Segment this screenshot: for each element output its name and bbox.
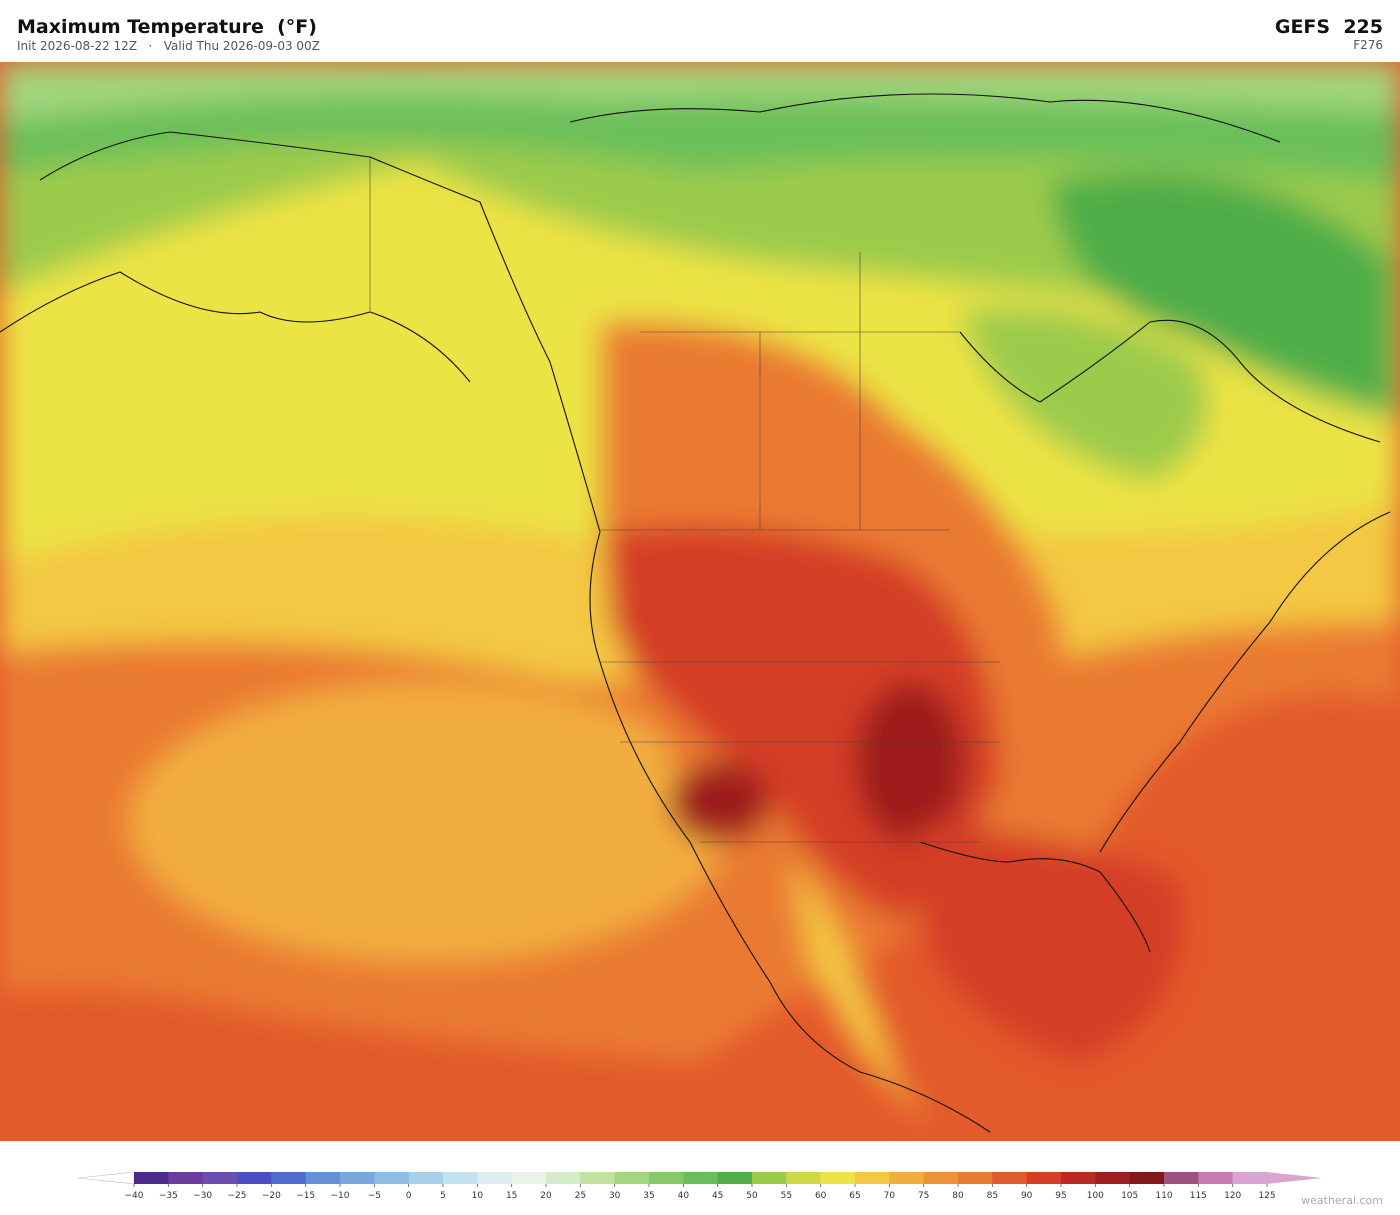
over-triangle bbox=[1267, 1172, 1322, 1184]
color-bin bbox=[340, 1172, 375, 1184]
color-bin bbox=[820, 1172, 856, 1184]
colorbar: −40 −35 −30 −25 −20 −15 −10 −5 0 5 10 15 20 25 30 35 40 4… bbox=[77, 1171, 1322, 1201]
tick-label: 120 bbox=[1224, 1191, 1241, 1201]
color-bin bbox=[1164, 1172, 1199, 1184]
color-bin bbox=[1095, 1172, 1131, 1184]
color-bin bbox=[1129, 1172, 1165, 1184]
color-bin bbox=[305, 1172, 341, 1184]
color-bin bbox=[580, 1172, 616, 1184]
tick-label: 15 bbox=[506, 1191, 517, 1201]
tick-label: 65 bbox=[849, 1191, 860, 1201]
tick-label: 100 bbox=[1087, 1191, 1104, 1201]
tick-label: 40 bbox=[678, 1191, 690, 1201]
forecast-hour: F276 bbox=[1353, 38, 1383, 52]
tick-label: 55 bbox=[781, 1191, 792, 1201]
tick-label: 30 bbox=[609, 1191, 621, 1201]
subtitle: Init 2026-08-22 12Z · Valid Thu 2026-09-… bbox=[17, 39, 320, 53]
tick-label: 110 bbox=[1155, 1191, 1172, 1201]
init: Init 2026-08-22 12Z bbox=[17, 39, 138, 53]
tick-label: 10 bbox=[472, 1191, 484, 1201]
color-bin bbox=[511, 1172, 547, 1184]
tick-label: 20 bbox=[540, 1191, 552, 1201]
tick-label: 90 bbox=[1021, 1191, 1033, 1201]
under-triangle bbox=[77, 1171, 135, 1185]
color-bin bbox=[408, 1172, 444, 1184]
tick-label: 25 bbox=[575, 1191, 586, 1201]
tick-label: −20 bbox=[262, 1191, 281, 1201]
tick-label: 60 bbox=[815, 1191, 827, 1201]
separator: · bbox=[148, 39, 153, 53]
color-bin bbox=[717, 1172, 753, 1184]
color-bin bbox=[546, 1172, 581, 1184]
color-bin bbox=[477, 1172, 513, 1184]
color-bin bbox=[1026, 1172, 1062, 1184]
color-bin bbox=[374, 1172, 410, 1184]
color-bin bbox=[237, 1172, 272, 1184]
model: GEFS 225 bbox=[1274, 16, 1383, 38]
color-bin bbox=[683, 1172, 719, 1184]
tick-label: −40 bbox=[125, 1191, 144, 1201]
color-bin bbox=[958, 1172, 993, 1184]
color-bin bbox=[889, 1172, 925, 1184]
color-bin bbox=[649, 1172, 684, 1184]
credit: weatherai.com bbox=[1301, 1194, 1383, 1207]
tick-label: 35 bbox=[643, 1191, 654, 1201]
color-bin bbox=[168, 1172, 204, 1184]
tick-label: 5 bbox=[440, 1191, 446, 1201]
tick-label: 50 bbox=[746, 1191, 758, 1201]
tick-label: 95 bbox=[1055, 1191, 1066, 1201]
tick-label: −35 bbox=[159, 1191, 178, 1201]
color-bin bbox=[443, 1172, 478, 1184]
color-bin bbox=[614, 1172, 650, 1184]
tick-label: 125 bbox=[1258, 1191, 1275, 1201]
color-bin bbox=[202, 1172, 238, 1184]
tick-label: −30 bbox=[193, 1191, 212, 1201]
tick-label: −10 bbox=[331, 1191, 350, 1201]
color-bin bbox=[786, 1172, 822, 1184]
tick-label: 80 bbox=[952, 1191, 964, 1201]
tick-label: 105 bbox=[1121, 1191, 1138, 1201]
title: Maximum Temperature (°F) bbox=[17, 16, 317, 38]
color-bin bbox=[992, 1172, 1028, 1184]
valid: Valid Thu 2026-09-03 00Z bbox=[163, 39, 320, 53]
tick-label: 115 bbox=[1190, 1191, 1207, 1201]
tick-label: 0 bbox=[406, 1191, 412, 1201]
color-bin bbox=[923, 1172, 959, 1184]
color-bin bbox=[752, 1172, 787, 1184]
color-bin bbox=[1198, 1172, 1234, 1184]
tick-label: 85 bbox=[987, 1191, 998, 1201]
tick-label: −15 bbox=[296, 1191, 315, 1201]
color-bin bbox=[1232, 1172, 1268, 1184]
tick-label: 70 bbox=[884, 1191, 896, 1201]
color-bin bbox=[1061, 1172, 1096, 1184]
color-bin bbox=[134, 1172, 169, 1184]
color-bin bbox=[271, 1172, 307, 1184]
color-bin bbox=[855, 1172, 890, 1184]
tick-label: −25 bbox=[228, 1191, 247, 1201]
tick-label: 75 bbox=[918, 1191, 929, 1201]
map bbox=[0, 62, 1400, 1141]
tick-label: 45 bbox=[712, 1191, 723, 1201]
tick-label: −5 bbox=[368, 1191, 381, 1201]
